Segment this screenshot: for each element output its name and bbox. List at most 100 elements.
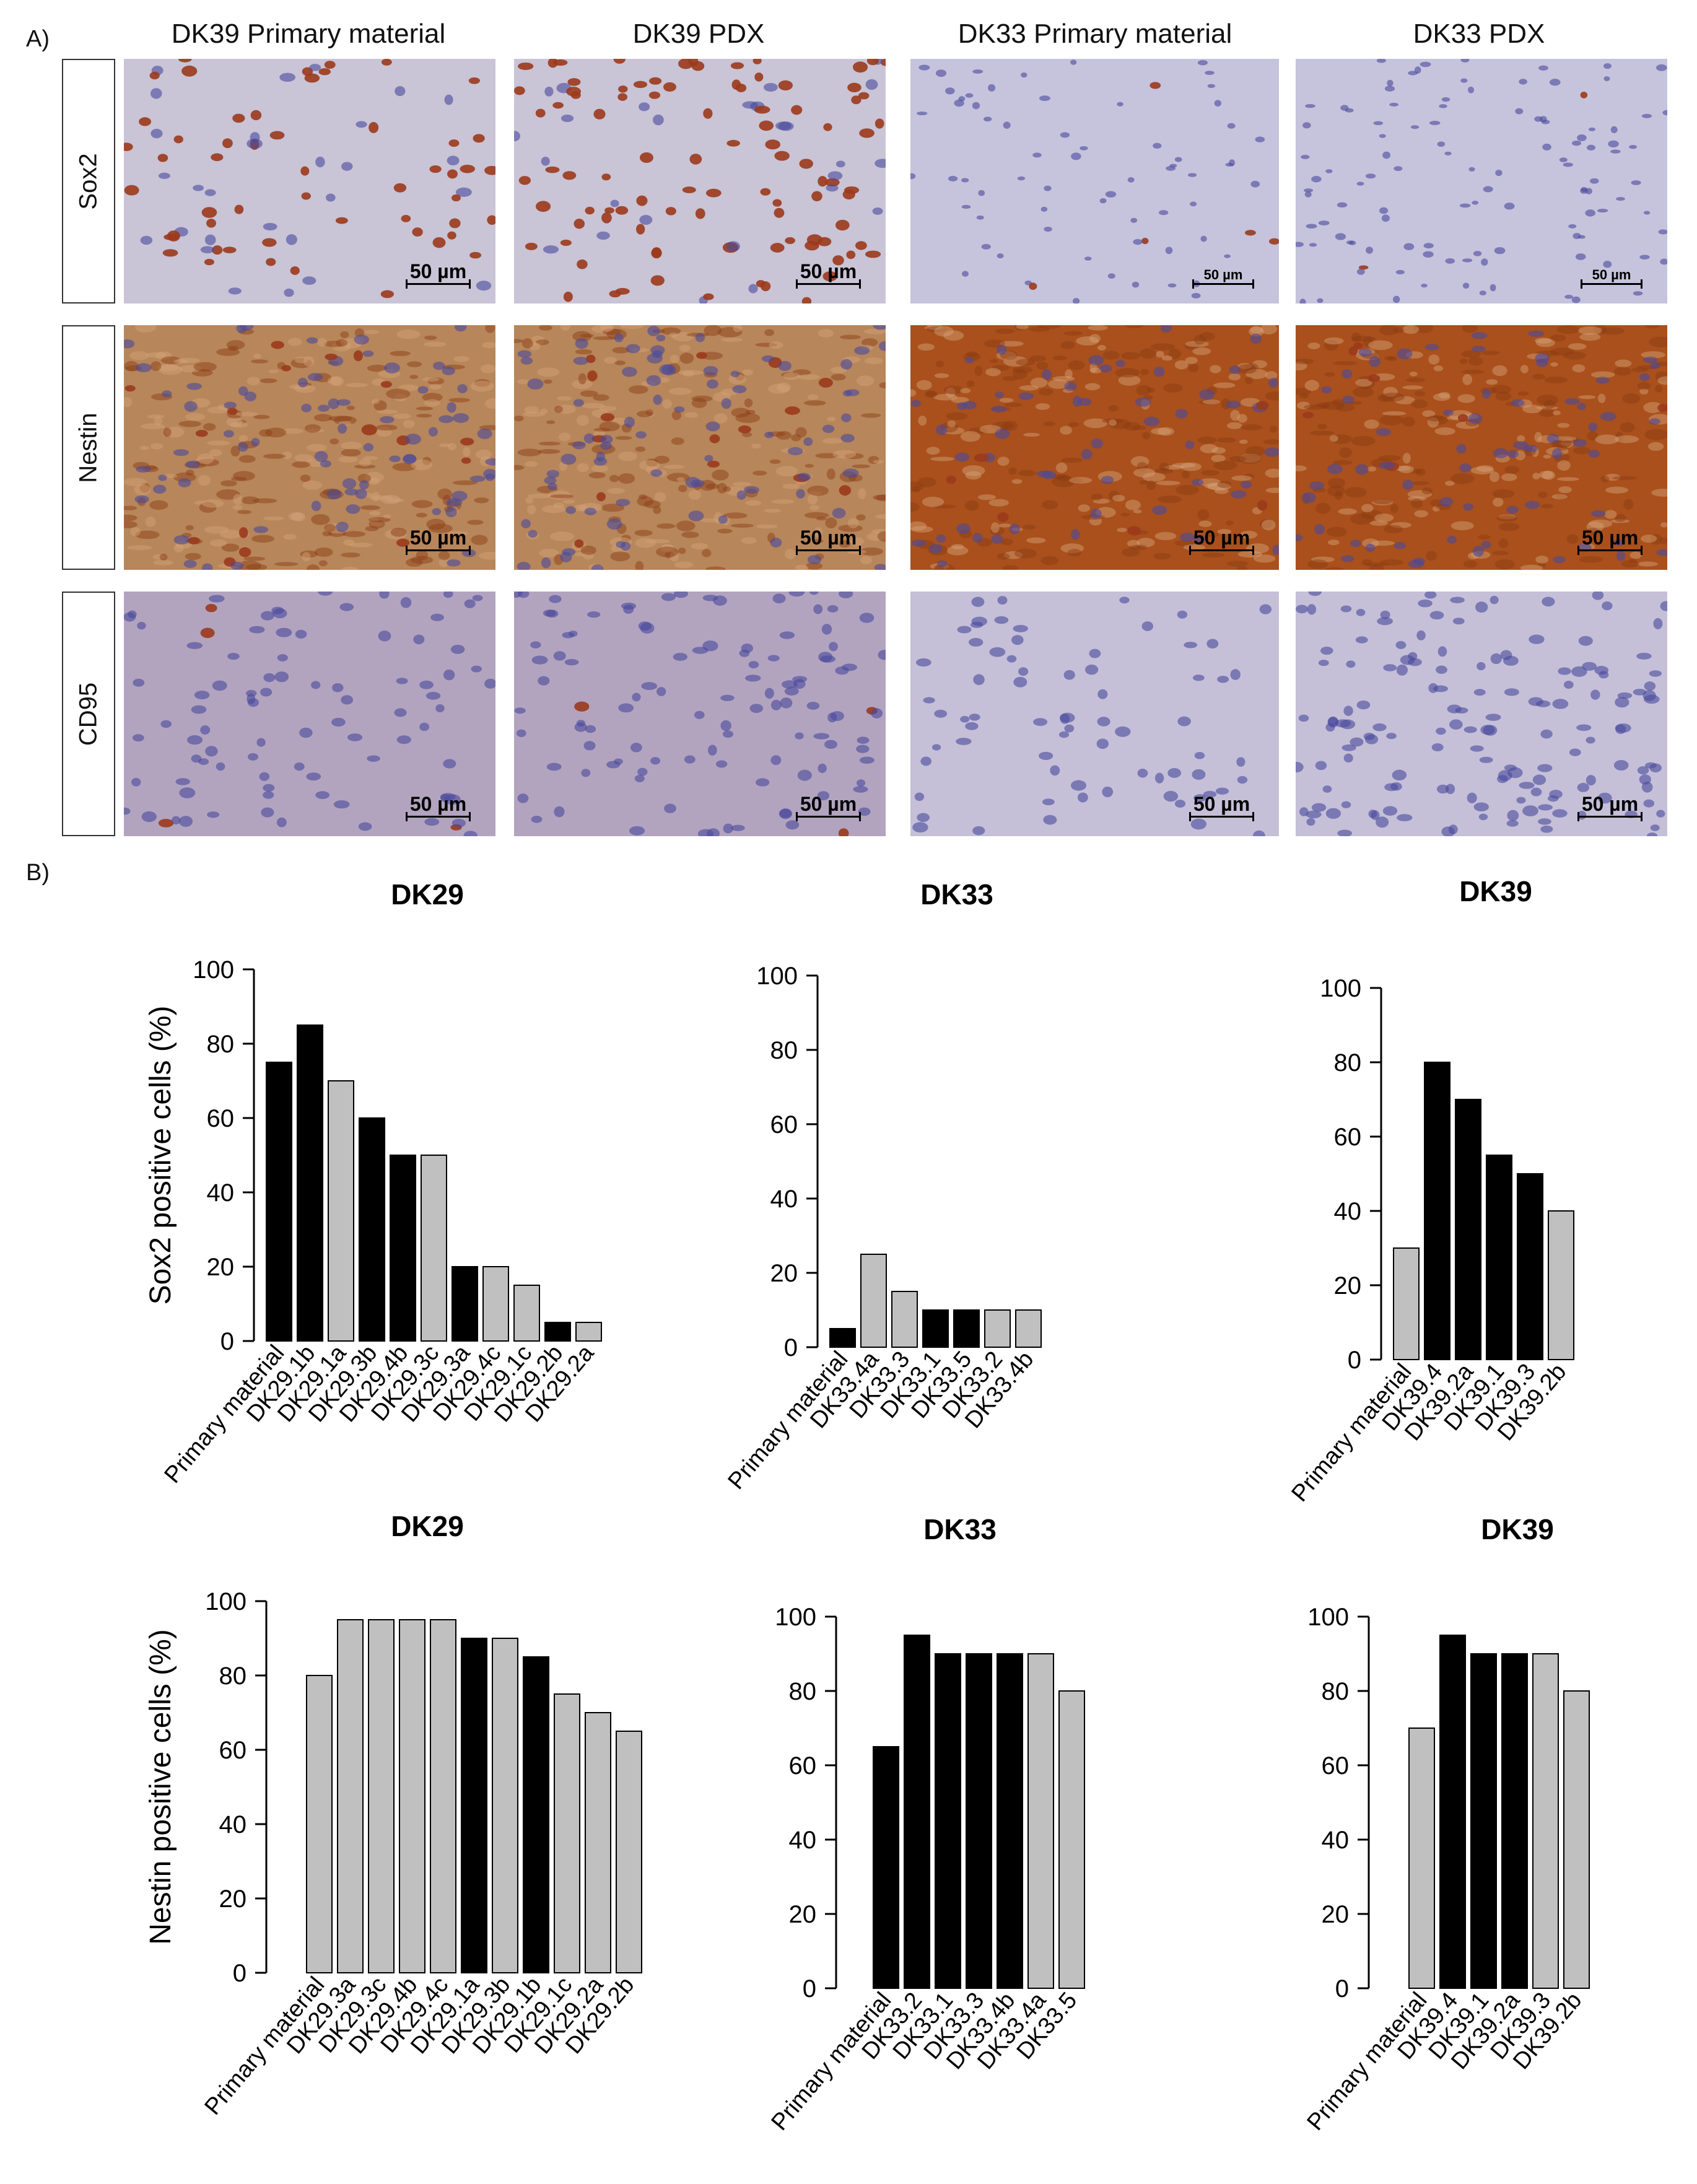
cell-nucleus bbox=[991, 406, 1006, 413]
cell-nucleus bbox=[1107, 273, 1115, 279]
stain-fiber bbox=[1434, 427, 1455, 435]
stain-fiber bbox=[1153, 553, 1171, 560]
cell-nucleus bbox=[1420, 61, 1431, 68]
cell-nucleus bbox=[1546, 434, 1560, 443]
cell-nucleus bbox=[1459, 463, 1472, 473]
cell-nucleus bbox=[464, 599, 476, 608]
stain-fiber bbox=[666, 473, 690, 482]
stain-fiber bbox=[135, 325, 156, 333]
cell-nucleus bbox=[865, 79, 878, 90]
stain-fiber bbox=[514, 465, 525, 471]
stain-fiber bbox=[1486, 379, 1498, 385]
stain-fiber bbox=[1493, 497, 1504, 507]
cell-nucleus bbox=[1032, 152, 1042, 158]
cell-nucleus bbox=[483, 468, 495, 479]
stain-fiber bbox=[1065, 369, 1073, 379]
cell-nucleus bbox=[774, 151, 790, 161]
stain-fiber bbox=[328, 376, 342, 385]
cell-nucleus bbox=[1538, 65, 1548, 71]
cell-nucleus bbox=[1429, 611, 1444, 620]
cell-nucleus bbox=[1538, 818, 1551, 825]
micrograph-cd95-2: 50 µm bbox=[514, 592, 886, 836]
stain-fiber bbox=[1620, 422, 1635, 433]
cell-nucleus bbox=[970, 621, 984, 628]
cell-nucleus bbox=[1588, 449, 1600, 458]
stain-fiber bbox=[614, 360, 626, 365]
stain-fiber bbox=[1259, 519, 1273, 528]
scale-bar-label: 50 µm bbox=[409, 526, 467, 549]
cell-nucleus bbox=[664, 803, 676, 813]
cell-nucleus bbox=[1180, 532, 1195, 542]
stain-fiber bbox=[634, 530, 653, 536]
stain-fiber bbox=[1089, 367, 1102, 373]
cell-nucleus bbox=[1571, 296, 1581, 304]
stain-fiber bbox=[705, 566, 726, 570]
cell-nucleus bbox=[284, 288, 294, 297]
cell-nucleus bbox=[306, 772, 321, 781]
cell-nucleus bbox=[1649, 763, 1662, 772]
stain-fiber bbox=[612, 347, 630, 354]
cell-nucleus bbox=[682, 186, 696, 193]
cell-nucleus bbox=[1480, 725, 1495, 735]
stain-fiber bbox=[746, 409, 756, 414]
cell-nucleus bbox=[178, 816, 193, 827]
stain-fiber bbox=[679, 344, 691, 352]
bar-dk29-1b bbox=[297, 1024, 323, 1342]
stain-fiber bbox=[700, 518, 722, 523]
cell-nucleus bbox=[1568, 224, 1577, 229]
stain-fiber bbox=[992, 365, 1010, 371]
stain-fiber bbox=[1462, 373, 1473, 385]
cell-nucleus bbox=[1439, 104, 1447, 108]
stain-fiber bbox=[946, 387, 956, 398]
cell-nucleus bbox=[1018, 667, 1029, 676]
cell-nucleus bbox=[401, 214, 411, 222]
cell-nucleus bbox=[1302, 411, 1314, 419]
cell-nucleus bbox=[650, 757, 661, 765]
cell-nucleus bbox=[1127, 526, 1141, 536]
cell-nucleus bbox=[572, 441, 586, 450]
stain-fiber bbox=[150, 361, 162, 372]
cell-nucleus bbox=[1088, 355, 1104, 365]
stain-fiber bbox=[1029, 326, 1050, 332]
cell-nucleus bbox=[1237, 775, 1248, 784]
cell-nucleus bbox=[1077, 792, 1088, 803]
stain-fiber bbox=[861, 338, 878, 347]
cell-nucleus bbox=[1072, 297, 1080, 304]
stain-fiber bbox=[678, 370, 704, 375]
cell-nucleus bbox=[193, 185, 204, 191]
cell-nucleus bbox=[1177, 610, 1188, 619]
stain-fiber bbox=[1002, 420, 1018, 431]
cell-nucleus bbox=[443, 592, 453, 598]
cell-nucleus bbox=[477, 428, 492, 439]
cell-nucleus bbox=[246, 138, 263, 149]
stain-fiber bbox=[775, 466, 798, 477]
cell-nucleus bbox=[560, 239, 572, 247]
cell-nucleus bbox=[1490, 284, 1496, 292]
cell-nucleus bbox=[1096, 738, 1109, 749]
cell-nucleus bbox=[212, 680, 227, 691]
cell-nucleus bbox=[1507, 450, 1519, 458]
cell-nucleus bbox=[1473, 802, 1489, 812]
cell-nucleus bbox=[335, 217, 348, 224]
cell-nucleus bbox=[1152, 505, 1167, 515]
stain-fiber bbox=[1463, 560, 1478, 568]
cell-nucleus bbox=[1473, 689, 1486, 696]
cell-nucleus bbox=[1358, 265, 1369, 270]
cell-nucleus bbox=[281, 365, 292, 372]
stain-fiber bbox=[246, 377, 261, 385]
cell-nucleus bbox=[1080, 146, 1088, 151]
stain-fiber bbox=[259, 429, 273, 437]
stain-fiber bbox=[1605, 486, 1629, 494]
cell-nucleus bbox=[844, 186, 860, 194]
cell-nucleus bbox=[222, 247, 237, 253]
scale-bar-line bbox=[1581, 279, 1642, 289]
cell-nucleus bbox=[792, 676, 808, 683]
stain-fiber bbox=[1139, 348, 1157, 359]
y-tick-label: 60 bbox=[1334, 1124, 1362, 1151]
y-tick-label: 40 bbox=[1322, 1827, 1350, 1854]
stain-fiber bbox=[946, 412, 968, 421]
stain-fiber bbox=[935, 360, 944, 368]
cell-nucleus bbox=[1253, 830, 1265, 836]
cell-nucleus bbox=[1497, 775, 1508, 784]
stain-fiber bbox=[1060, 341, 1075, 349]
